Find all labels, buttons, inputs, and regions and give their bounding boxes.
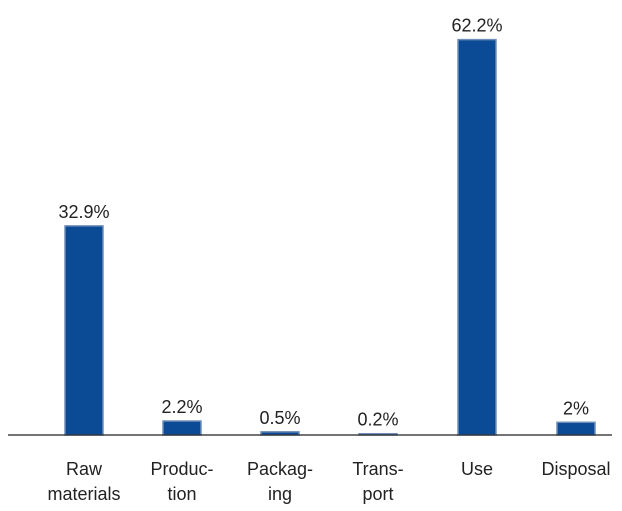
bar-4 xyxy=(457,38,497,436)
category-label-1-line-1: tion xyxy=(167,484,196,504)
bars-group xyxy=(64,38,596,436)
category-labels-group: Raw materials Produc-tion Packag-ing Trans-p… xyxy=(47,459,610,504)
value-label-4: 62.2% xyxy=(451,16,502,36)
category-label-0-line-1: materials xyxy=(47,484,120,504)
value-label-1: 2.2% xyxy=(161,397,202,417)
bar-1 xyxy=(162,420,202,436)
category-label-5: Disposal xyxy=(541,459,610,479)
category-label-0-line-0: Raw xyxy=(66,459,103,479)
bar-5 xyxy=(556,421,596,436)
category-label-2-line-0: Packag- xyxy=(247,459,313,479)
value-label-0: 32.9% xyxy=(58,202,109,222)
category-label-4: Use xyxy=(461,459,493,479)
bar-0 xyxy=(64,225,104,436)
value-label-2: 0.5% xyxy=(259,408,300,428)
value-labels-group: 32.9% 2.2% 0.5% 0.2% 62.2% 2% xyxy=(58,16,589,430)
category-label-1-line-0: Produc- xyxy=(150,459,213,479)
category-label-3-line-0: Trans- xyxy=(352,459,403,479)
category-label-3-line-1: port xyxy=(362,484,393,504)
category-label-2-line-1: ing xyxy=(268,484,292,504)
value-label-3: 0.2% xyxy=(357,410,398,430)
value-label-5: 2% xyxy=(563,398,589,418)
